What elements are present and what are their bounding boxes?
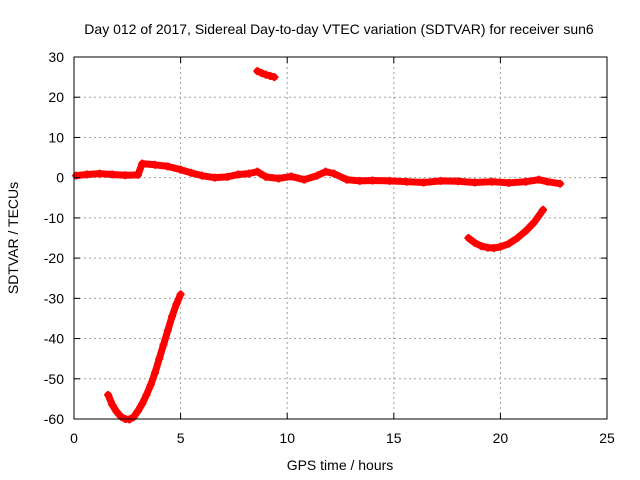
data-point	[534, 175, 543, 184]
data-point	[163, 326, 172, 335]
data-point	[513, 234, 522, 242]
data-point	[385, 176, 394, 185]
y-tick-label: -50	[44, 371, 64, 387]
data-point	[234, 170, 243, 179]
data-point	[521, 226, 530, 235]
data-point	[274, 174, 283, 183]
data-point	[151, 368, 160, 377]
data-point	[163, 162, 172, 171]
data-point	[330, 169, 339, 178]
y-tick-label: -30	[44, 290, 64, 306]
data-point	[487, 177, 496, 186]
data-point	[504, 239, 513, 248]
data-points	[72, 67, 565, 424]
data-point	[176, 290, 185, 299]
data-point	[253, 167, 262, 176]
x-tick-label: 0	[70, 430, 78, 446]
data-point	[496, 242, 505, 251]
data-point	[104, 390, 113, 399]
data-point	[436, 176, 445, 185]
data-point	[155, 354, 164, 363]
data-point	[172, 300, 181, 309]
data-point	[176, 165, 185, 174]
chart-title: Day 012 of 2017, Sidereal Day-to-day VTE…	[84, 21, 594, 37]
data-point	[539, 205, 548, 214]
data-point	[287, 172, 296, 181]
y-axis-title: SDTVAR / TECUs	[5, 182, 21, 294]
y-tick-label: 10	[48, 129, 64, 145]
data-point	[300, 175, 309, 184]
data-point	[112, 407, 121, 416]
data-point	[142, 390, 151, 399]
y-tick-label: 0	[56, 170, 64, 186]
data-point	[313, 171, 322, 180]
data-point	[504, 178, 513, 187]
data-point	[133, 170, 142, 179]
data-point	[270, 73, 279, 82]
data-point	[72, 171, 81, 180]
data-point	[355, 176, 364, 185]
data-point	[197, 171, 206, 180]
data-point	[146, 380, 155, 389]
y-tick-label: -40	[44, 331, 64, 347]
series-arc-early	[104, 290, 185, 423]
data-point	[244, 169, 253, 178]
data-point	[453, 177, 462, 186]
data-point	[253, 67, 262, 76]
data-point	[138, 159, 147, 168]
data-point	[168, 312, 177, 321]
series-arc-late	[464, 206, 547, 252]
data-point	[210, 173, 219, 182]
data-point	[490, 244, 499, 253]
data-point	[477, 242, 486, 251]
data-point	[82, 170, 91, 179]
y-tick-label: -20	[44, 250, 64, 266]
data-point	[261, 70, 270, 79]
x-axis-title: GPS time / hours	[287, 457, 394, 473]
data-point	[187, 168, 196, 177]
data-point	[464, 234, 473, 242]
data-point	[419, 178, 428, 187]
data-point	[108, 170, 117, 179]
data-point	[95, 169, 104, 178]
data-point	[321, 167, 330, 176]
series-main-band	[72, 160, 564, 188]
data-point	[521, 177, 530, 186]
data-point	[223, 172, 232, 181]
data-point	[151, 160, 160, 169]
data-point	[266, 71, 275, 80]
data-point	[470, 178, 479, 187]
data-point	[121, 171, 130, 180]
data-point	[368, 176, 377, 185]
x-tick-label: 15	[386, 430, 402, 446]
data-point	[108, 400, 117, 409]
data-point	[470, 238, 479, 247]
data-point	[138, 399, 147, 408]
y-tick-label: -10	[44, 210, 64, 226]
data-point	[261, 172, 270, 181]
data-point	[530, 217, 539, 226]
x-tick-label: 10	[279, 430, 295, 446]
y-tick-label: 20	[48, 89, 64, 105]
y-tick-label: -60	[44, 411, 64, 427]
data-point	[133, 406, 142, 415]
x-tick-label: 20	[493, 430, 509, 446]
data-point	[129, 412, 138, 421]
axis-ticks: 0 5 10 15 20 25 -60 -50 -40 -30 -20 -10 0 10 20 30	[44, 49, 615, 446]
plot-frame	[73, 56, 608, 420]
data-point	[159, 340, 168, 349]
data-point	[556, 179, 565, 188]
x-tick-label: 25	[599, 430, 615, 446]
data-point	[402, 177, 411, 186]
y-tick-label: 30	[48, 49, 64, 65]
data-point	[543, 177, 552, 186]
x-tick-label: 5	[177, 430, 185, 446]
data-point	[342, 175, 351, 184]
data-point	[257, 69, 266, 78]
